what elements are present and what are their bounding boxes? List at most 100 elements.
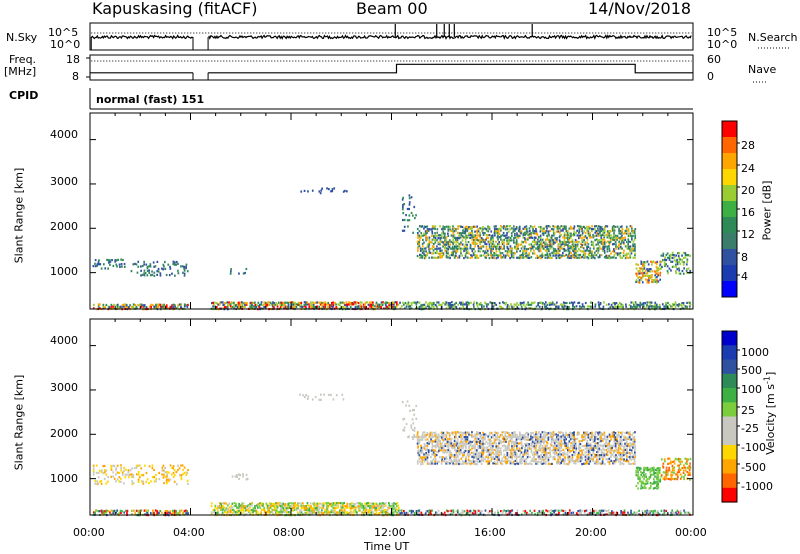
data-point	[657, 511, 660, 515]
data-point	[533, 442, 536, 445]
data-point	[92, 265, 95, 268]
data-point	[311, 507, 313, 510]
data-point	[495, 445, 498, 448]
data-point	[151, 273, 154, 276]
data-point	[572, 234, 574, 237]
data-point	[455, 249, 458, 252]
data-point	[476, 256, 478, 259]
data-point	[514, 245, 516, 248]
data-point	[527, 233, 530, 237]
data-point	[553, 511, 555, 514]
data-point	[484, 240, 486, 244]
data-point	[459, 449, 462, 452]
data-point	[541, 451, 543, 454]
data-point	[309, 502, 312, 505]
data-point	[474, 250, 476, 253]
data-point	[554, 237, 557, 240]
data-point	[439, 442, 442, 445]
data-point	[560, 435, 563, 438]
data-point	[375, 502, 378, 505]
data-point	[440, 236, 443, 240]
data-point	[644, 511, 646, 515]
data-point	[450, 240, 453, 243]
data-point	[476, 442, 478, 446]
data-point	[452, 254, 455, 257]
data-point	[394, 509, 397, 512]
data-point	[266, 305, 269, 308]
data-point	[330, 190, 332, 193]
data-point	[223, 502, 226, 505]
data-point	[558, 249, 561, 252]
data-point	[573, 245, 575, 248]
data-point	[474, 460, 477, 463]
data-point	[394, 301, 397, 304]
data-point	[522, 232, 525, 235]
data-point	[594, 305, 597, 308]
data-point	[479, 440, 481, 443]
data-point	[613, 302, 616, 305]
data-point	[568, 252, 570, 255]
data-point	[322, 502, 325, 505]
data-point	[255, 509, 258, 512]
data-point	[482, 228, 484, 231]
data-point	[181, 265, 184, 268]
data-point	[469, 231, 472, 234]
data-point	[470, 451, 473, 454]
data-point	[564, 456, 566, 459]
data-point	[518, 455, 521, 458]
data-point	[565, 230, 568, 233]
data-point	[485, 460, 488, 463]
data-point	[450, 251, 453, 254]
data-point	[598, 239, 601, 242]
data-point	[155, 473, 157, 476]
data-point	[683, 261, 685, 264]
data-point	[576, 458, 579, 461]
data-point	[220, 506, 222, 510]
data-point	[568, 447, 571, 450]
data-point	[508, 510, 511, 513]
data-point	[109, 263, 111, 266]
data-point	[676, 304, 679, 307]
data-point	[464, 460, 467, 463]
data-point	[657, 272, 659, 275]
data-point	[578, 457, 580, 460]
data-point	[484, 442, 486, 445]
data-point	[445, 254, 448, 257]
data-point	[442, 449, 445, 452]
data-point	[642, 303, 645, 307]
data-point	[473, 247, 475, 250]
data-point	[169, 265, 171, 268]
data-point	[418, 305, 421, 308]
data-point	[540, 243, 542, 246]
data-point	[435, 454, 438, 457]
data-point	[588, 512, 591, 515]
data-point	[510, 239, 513, 242]
data-point	[507, 440, 510, 443]
data-point	[123, 262, 126, 266]
data-point	[535, 436, 537, 439]
data-point	[528, 252, 531, 255]
data-point	[512, 440, 515, 443]
data-point	[143, 269, 146, 272]
data-point	[556, 237, 558, 240]
data-point	[156, 306, 159, 309]
data-point	[657, 269, 659, 272]
data-point	[477, 247, 480, 250]
data-point	[608, 511, 610, 515]
data-point	[539, 234, 542, 237]
data-point	[498, 446, 500, 449]
data-point	[604, 509, 606, 512]
data-point	[403, 426, 406, 429]
data-point	[520, 240, 523, 243]
data-point	[407, 305, 410, 308]
data-point	[533, 445, 536, 448]
data-point	[427, 303, 429, 306]
data-point	[504, 435, 507, 438]
data-point	[603, 231, 606, 234]
data-point	[591, 225, 593, 228]
data-point	[289, 505, 291, 508]
data-point	[533, 225, 536, 228]
data-point	[614, 240, 617, 244]
data-point	[678, 258, 681, 261]
data-point	[134, 303, 137, 307]
